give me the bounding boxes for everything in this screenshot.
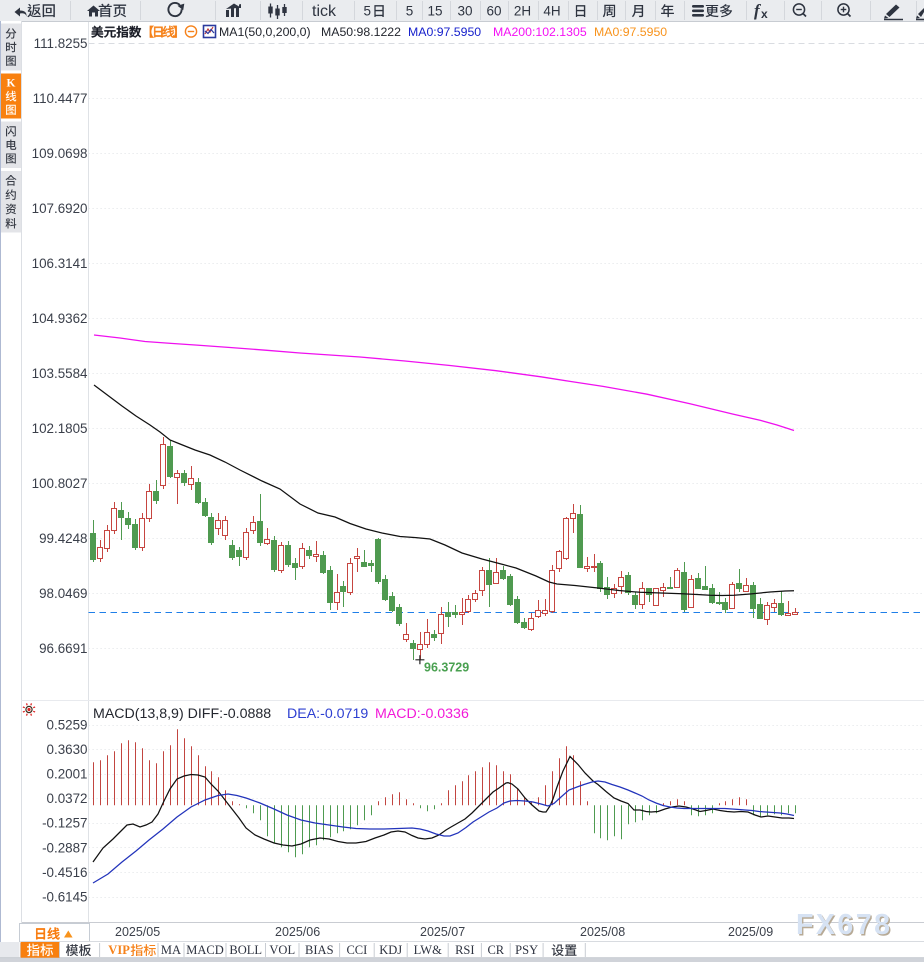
svg-text:5: 5 [364, 4, 372, 19]
svg-text:0.0372: 0.0372 [47, 791, 88, 806]
svg-text:MA1(50,0,200,0): MA1(50,0,200,0) [219, 25, 311, 39]
svg-text:DEA:-0.0719: DEA:-0.0719 [287, 706, 368, 722]
svg-text:2025/06: 2025/06 [275, 925, 320, 939]
svg-text:MACD(13,8,9) DIFF:-0.0888: MACD(13,8,9) DIFF:-0.0888 [93, 706, 271, 722]
svg-text:-0.6145: -0.6145 [42, 889, 87, 904]
svg-text:0.5259: 0.5259 [47, 717, 88, 732]
svg-text:30: 30 [457, 4, 472, 19]
svg-text:-0.1257: -0.1257 [42, 816, 87, 831]
svg-text:BIAS: BIAS [305, 943, 334, 957]
svg-text:tick: tick [312, 3, 337, 20]
svg-text:CR: CR [487, 943, 504, 957]
svg-text:LW&: LW& [414, 943, 443, 957]
svg-text:99.4248: 99.4248 [39, 531, 87, 546]
svg-text:MA: MA [161, 943, 181, 957]
svg-text:CCI: CCI [346, 943, 367, 957]
svg-text:96.3729: 96.3729 [424, 661, 469, 675]
svg-text:BOLL: BOLL [229, 943, 262, 957]
svg-text:4H: 4H [543, 4, 560, 19]
svg-text:-0.4516: -0.4516 [42, 865, 87, 880]
svg-text:109.0698: 109.0698 [32, 146, 88, 161]
svg-text:2025/08: 2025/08 [580, 925, 625, 939]
svg-text:102.1805: 102.1805 [32, 421, 88, 436]
svg-text:MA0:97.5950: MA0:97.5950 [408, 25, 481, 39]
svg-text:110.4477: 110.4477 [33, 91, 88, 106]
svg-text:MACD:-0.0336: MACD:-0.0336 [375, 706, 469, 722]
svg-text:0.2001: 0.2001 [47, 767, 88, 782]
svg-text:VIP: VIP [108, 943, 130, 957]
svg-text:106.3141: 106.3141 [32, 256, 88, 271]
svg-text:103.5584: 103.5584 [32, 366, 88, 381]
svg-text:104.9362: 104.9362 [32, 311, 88, 326]
svg-text:2025/05: 2025/05 [115, 925, 160, 939]
svg-text:RSI: RSI [455, 943, 474, 957]
svg-text:2H: 2H [514, 4, 531, 19]
svg-text:60: 60 [486, 4, 501, 19]
svg-text:K: K [7, 78, 16, 90]
svg-text:5: 5 [406, 4, 414, 19]
svg-text:KDJ: KDJ [379, 943, 402, 957]
svg-text:f: f [754, 1, 762, 20]
svg-text:VOL: VOL [269, 943, 295, 957]
svg-text:MA0:97.5950: MA0:97.5950 [594, 25, 667, 39]
svg-text:15: 15 [427, 4, 442, 19]
svg-text:0.3630: 0.3630 [47, 742, 88, 757]
svg-text:MACD: MACD [186, 943, 224, 957]
svg-text:2025/07: 2025/07 [420, 925, 465, 939]
svg-text:111.8255: 111.8255 [34, 36, 88, 51]
svg-text:FX678: FX678 [796, 909, 892, 941]
svg-text:2025/09: 2025/09 [728, 925, 773, 939]
svg-text:MA50:98.1222: MA50:98.1222 [321, 25, 401, 39]
svg-text:100.8027: 100.8027 [32, 476, 88, 491]
svg-text:FX678: FX678 [797, 910, 893, 942]
svg-text:x: x [761, 7, 768, 21]
svg-text:-0.2887: -0.2887 [42, 840, 87, 855]
svg-text:107.6920: 107.6920 [32, 201, 88, 216]
svg-text:98.0469: 98.0469 [39, 586, 87, 601]
svg-text:96.6691: 96.6691 [39, 641, 87, 656]
svg-text:MA200:102.1305: MA200:102.1305 [493, 25, 587, 39]
svg-text:PSY: PSY [515, 943, 538, 957]
